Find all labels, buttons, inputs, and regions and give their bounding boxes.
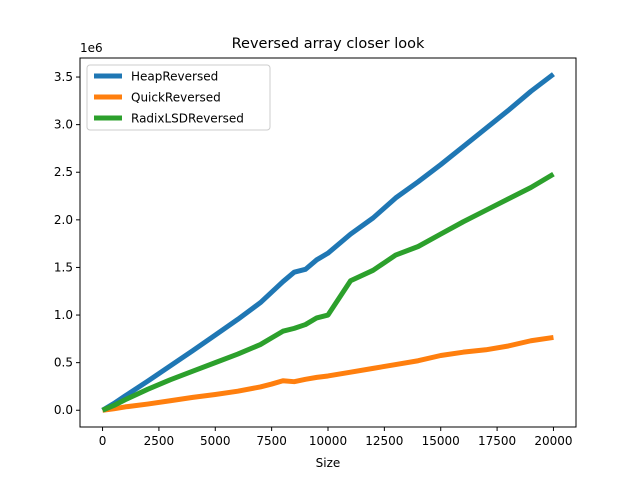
y-axis-offset-text: 1e6 bbox=[80, 41, 103, 55]
series-line-2 bbox=[102, 334, 554, 413]
y-tick-label: 3.0 bbox=[54, 118, 73, 132]
y-tick-label: 1.0 bbox=[54, 308, 73, 322]
x-tick-label: 7500 bbox=[256, 434, 287, 448]
y-tick-label: 2.5 bbox=[54, 165, 73, 179]
x-tick-label: 10000 bbox=[309, 434, 347, 448]
x-tick-label: 0 bbox=[99, 434, 107, 448]
x-tick-label: 17500 bbox=[478, 434, 516, 448]
legend-label-3: RadixLSDReversed bbox=[131, 112, 244, 126]
y-tick-label: 0.0 bbox=[54, 403, 73, 417]
chart-title: Reversed array closer look bbox=[232, 36, 425, 52]
y-tick-label: 3.5 bbox=[54, 70, 73, 84]
x-tick-label: 20000 bbox=[534, 434, 572, 448]
series-line-3 bbox=[101, 171, 555, 413]
legend: HeapReversed QuickReversed RadixLSDReverse… bbox=[86, 64, 271, 131]
plot-area: 0 2500 5000 7500 10000 12500 15000 17500 20000 0.… bbox=[54, 57, 577, 448]
y-tick-label: 1.5 bbox=[54, 260, 73, 274]
y-tick-label: 0.5 bbox=[54, 356, 73, 370]
x-tick-label: 15000 bbox=[422, 434, 460, 448]
legend-label-1: HeapReversed bbox=[131, 70, 218, 84]
y-tick-label: 2.0 bbox=[54, 213, 73, 227]
legend-box bbox=[86, 64, 271, 131]
x-tick-label: 12500 bbox=[365, 434, 403, 448]
x-tick-label: 2500 bbox=[144, 434, 175, 448]
x-tick-label: 5000 bbox=[200, 434, 231, 448]
legend-label-2: QuickReversed bbox=[131, 91, 221, 105]
series-line-1 bbox=[101, 72, 555, 413]
x-axis-label: Size bbox=[316, 456, 341, 470]
